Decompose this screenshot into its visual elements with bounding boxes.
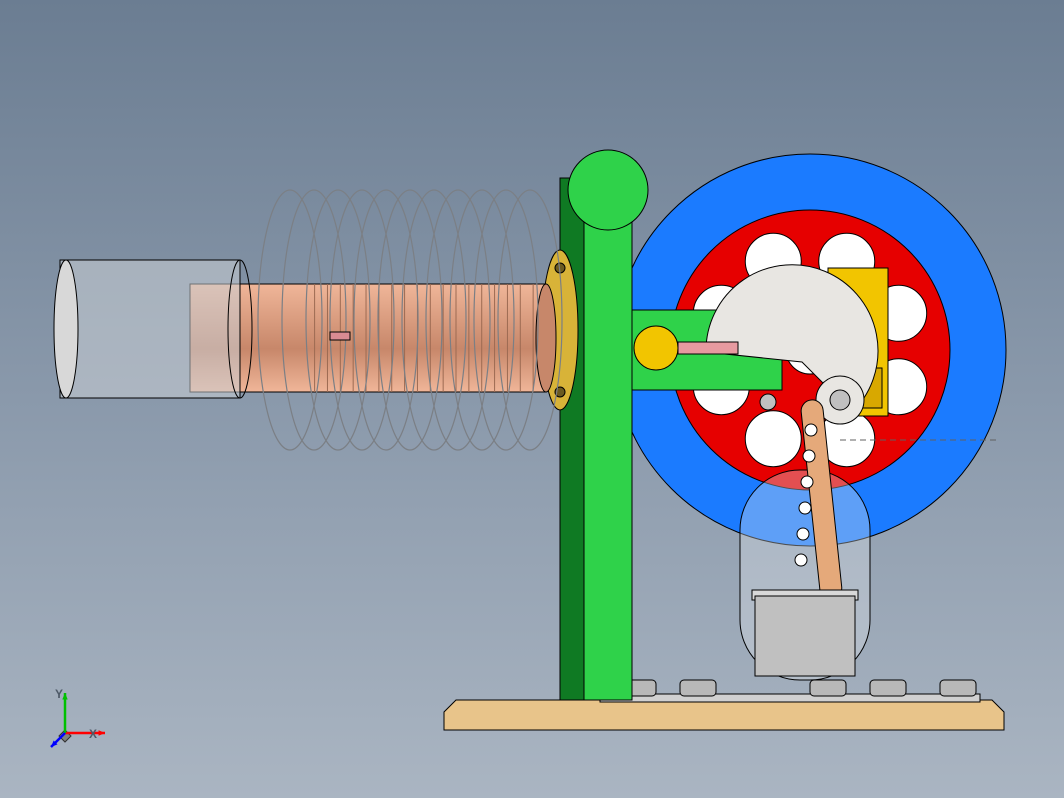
piston-cylinder — [755, 596, 855, 676]
outer-sleeve — [54, 260, 252, 398]
model-canvas[interactable] — [0, 0, 1064, 798]
axis-label-x: X — [89, 727, 97, 741]
vertical-support-top-round — [568, 150, 648, 230]
bolt-mount-plate — [600, 694, 980, 702]
inner-pin — [330, 332, 350, 340]
shaft-pink — [678, 342, 738, 354]
shaft-brass-hub — [634, 326, 678, 370]
axis-label-y: Y — [55, 687, 63, 701]
cad-viewport[interactable]: X Y — [0, 0, 1064, 798]
view-coordinate-triad[interactable]: X Y — [25, 693, 105, 773]
vertical-support-front — [584, 178, 632, 700]
base-plate — [444, 700, 1004, 730]
